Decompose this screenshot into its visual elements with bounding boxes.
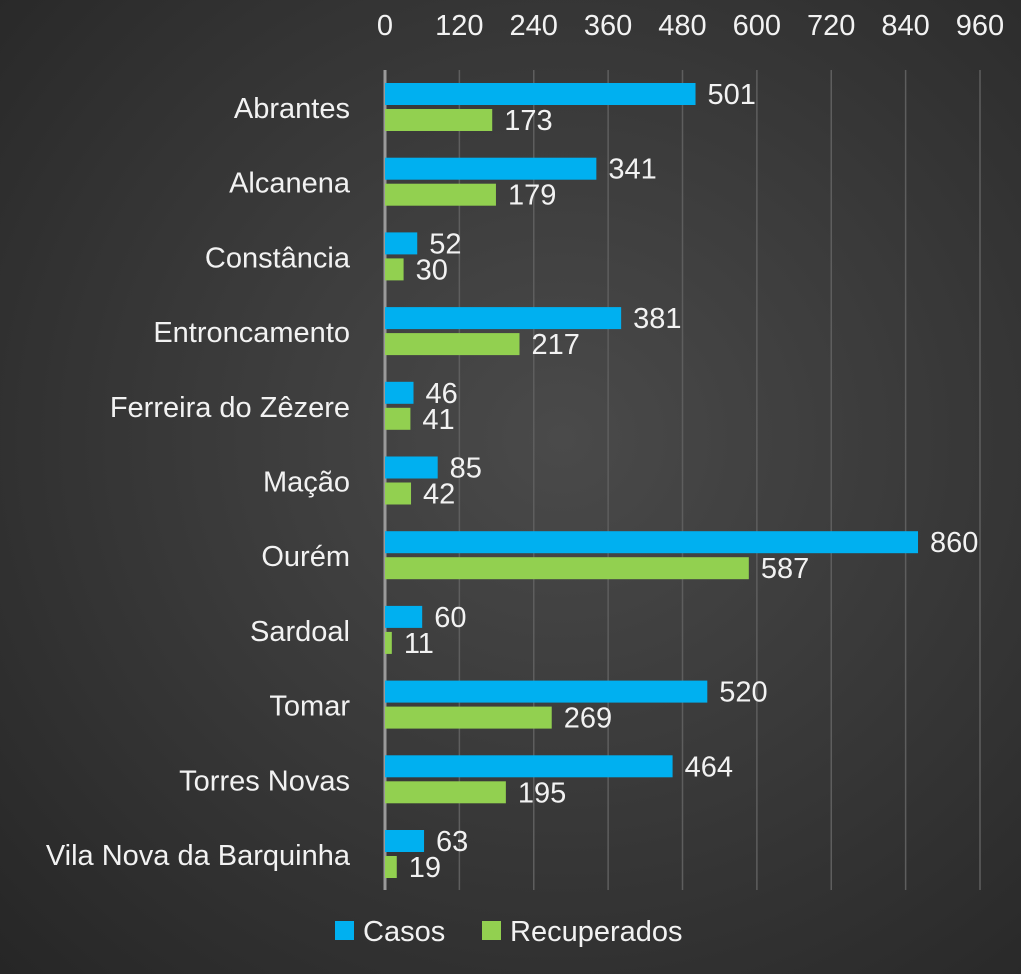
bar-casos: [385, 157, 597, 180]
data-label-casos: 341: [608, 154, 656, 186]
legend-label-casos: Casos: [363, 916, 445, 948]
category-label: Alcanena: [229, 168, 351, 200]
x-tick-label: 0: [377, 10, 393, 42]
data-label-recuperados: 19: [409, 852, 441, 884]
bar-recuperados: [385, 333, 520, 356]
x-tick-label: 720: [807, 10, 855, 42]
bar-casos: [385, 680, 708, 703]
category-label: Torres Novas: [179, 765, 350, 797]
data-label-recuperados: 30: [416, 254, 448, 286]
bar-casos: [385, 531, 919, 554]
bar-casos: [385, 456, 438, 479]
data-label-recuperados: 41: [422, 404, 454, 436]
data-label-recuperados: 173: [504, 105, 552, 137]
bar-recuperados: [385, 781, 506, 804]
x-tick-label: 360: [584, 10, 632, 42]
bar-casos: [385, 830, 425, 852]
data-label-recuperados: 195: [518, 777, 566, 809]
category-label: Mação: [263, 467, 350, 499]
data-label-casos: 381: [633, 303, 681, 335]
bar-casos: [385, 381, 414, 404]
category-label: Vila Nova da Barquinha: [46, 840, 351, 872]
data-label-recuperados: 11: [404, 628, 434, 660]
legend-swatch-recuperados: [482, 921, 501, 940]
category-label: Entroncamento: [153, 317, 350, 349]
data-label-casos: 520: [719, 677, 767, 709]
data-label-casos: 46: [426, 378, 458, 410]
bar-recuperados: [385, 183, 496, 206]
x-tick-label: 480: [658, 10, 706, 42]
data-label-casos: 464: [685, 751, 733, 783]
category-label: Abrantes: [234, 93, 350, 125]
category-label: Ferreira do Zêzere: [110, 392, 350, 424]
x-tick-label: 960: [956, 10, 1004, 42]
bar-recuperados: [385, 631, 392, 654]
bar-recuperados: [385, 258, 404, 281]
x-tick-label: 840: [881, 10, 929, 42]
data-label-recuperados: 217: [531, 329, 579, 361]
bar-recuperados: [385, 557, 749, 580]
x-tick-label: 120: [435, 10, 483, 42]
bar-casos: [385, 83, 696, 105]
data-label-casos: 63: [436, 826, 468, 858]
bar-casos: [385, 755, 673, 778]
x-tick-label: 240: [510, 10, 558, 42]
bar-recuperados: [385, 856, 397, 878]
data-label-casos: 860: [930, 527, 978, 559]
bar-casos: [385, 232, 418, 255]
legend-swatch-casos: [335, 921, 354, 940]
bar-casos: [385, 605, 423, 628]
category-label: Constância: [205, 242, 351, 274]
bar-recuperados: [385, 407, 411, 430]
bar-recuperados: [385, 706, 552, 729]
category-label: Tomar: [269, 691, 350, 723]
legend-label-recuperados: Recuperados: [510, 916, 683, 948]
data-label-recuperados: 179: [508, 180, 556, 212]
data-label-recuperados: 269: [564, 703, 612, 735]
x-tick-label: 600: [733, 10, 781, 42]
data-label-casos: 501: [708, 79, 756, 111]
data-label-casos: 60: [434, 602, 466, 634]
category-label: Sardoal: [250, 616, 350, 648]
bar-recuperados: [385, 109, 493, 131]
category-label: Ourém: [261, 541, 350, 573]
data-label-casos: 52: [429, 228, 461, 260]
data-label-casos: 85: [450, 453, 482, 485]
data-label-recuperados: 42: [423, 479, 455, 511]
bar-recuperados: [385, 482, 412, 505]
bar-casos: [385, 307, 622, 330]
data-label-recuperados: 587: [761, 553, 809, 585]
